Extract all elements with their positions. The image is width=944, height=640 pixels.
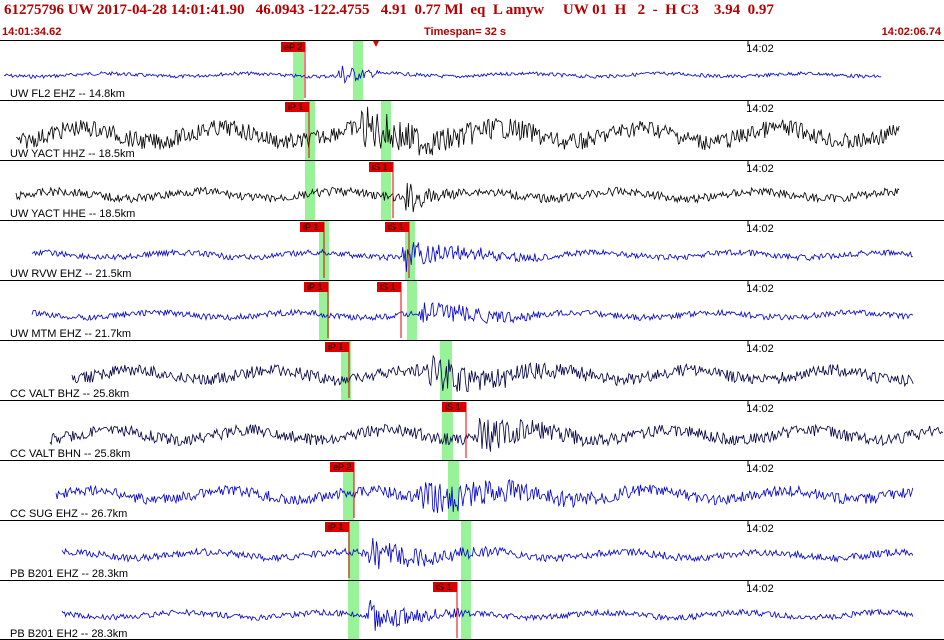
waveform xyxy=(61,599,914,631)
time-tick-label: 14:02 xyxy=(746,343,774,355)
phase-pick[interactable]: iS 1 xyxy=(442,402,467,458)
pick-label: iP 1 xyxy=(303,222,318,232)
phase-pick[interactable]: iS 1 xyxy=(433,582,458,638)
pick-window xyxy=(405,221,415,280)
pick-label: iS 1 xyxy=(436,582,452,592)
time-tick-label: 14:02 xyxy=(746,223,774,235)
pick-window xyxy=(461,521,471,580)
pick-flag xyxy=(330,462,354,472)
phase-pick[interactable]: iP 1 xyxy=(304,282,329,338)
pick-window xyxy=(319,281,329,340)
waveform xyxy=(15,182,900,213)
trace-panel[interactable]: 14:02 iP 1 CC VALT BHZ -- 25.8km xyxy=(0,340,944,401)
phase-pick[interactable]: iS 1 xyxy=(369,162,394,218)
trace-label: UW MTM EHZ -- 21.7km xyxy=(10,328,131,340)
trace-label: UW YACT HHE -- 18.5km xyxy=(10,208,135,220)
phase-pick[interactable]: eP 2 xyxy=(330,462,355,518)
pick-flag xyxy=(304,282,328,292)
pick-flag xyxy=(300,222,324,232)
trace-panel[interactable]: 14:02 eP 2 CC SUG EHZ -- 26.7km xyxy=(0,460,944,521)
pick-flag xyxy=(377,282,401,292)
trace-panel[interactable]: 14:02 eP 2 UW FL2 EHZ -- 14.8km xyxy=(0,40,944,101)
event-header: 61275796 UW 2017-04-28 14:01:41.90 46.09… xyxy=(0,0,944,40)
pick-label: eP 2 xyxy=(333,462,351,472)
pick-window xyxy=(348,581,359,640)
pick-flag xyxy=(325,342,349,352)
trace-panel[interactable]: 14:02 iP 1 iS 1 UW MTM EHZ -- 21.7km xyxy=(0,280,944,341)
phase-pick[interactable]: iP 1 xyxy=(285,102,310,158)
phase-pick[interactable]: iP 1 xyxy=(325,522,350,578)
trace-panel[interactable]: 14:02 iP 1 iS 1 UW RVW EHZ -- 21.5km xyxy=(0,220,944,281)
time-tick-label: 14:02 xyxy=(746,43,774,55)
pick-label: iS 1 xyxy=(372,162,388,172)
trace-panel[interactable]: 14:02 iP 1 UW YACT HHZ -- 18.5km xyxy=(0,100,944,161)
pick-label: iP 1 xyxy=(328,522,343,532)
pick-label: eP 2 xyxy=(284,42,302,52)
waveform xyxy=(71,354,914,393)
pick-marker-icon xyxy=(373,41,379,47)
phase-pick[interactable]: iP 1 xyxy=(300,222,325,278)
phase-pick[interactable]: iS 1 xyxy=(377,282,402,338)
pick-label: iS 1 xyxy=(380,282,396,292)
pick-label: iP 1 xyxy=(307,282,322,292)
event-summary: 61275796 UW 2017-04-28 14:01:41.90 46.09… xyxy=(4,2,774,18)
pick-flag xyxy=(369,162,393,172)
pick-window xyxy=(461,581,471,640)
pick-label: iS 1 xyxy=(445,402,461,412)
trace-panel[interactable]: 14:02 iS 1 UW YACT HHE -- 18.5km xyxy=(0,160,944,221)
pick-flag xyxy=(442,402,466,412)
waveform xyxy=(31,242,913,272)
time-tick-label: 14:02 xyxy=(746,463,774,475)
trace-panel[interactable]: 14:02 iP 1 PB B201 EHZ -- 28.3km xyxy=(0,520,944,581)
trace-label: UW FL2 EHZ -- 14.8km xyxy=(10,88,125,100)
pick-window xyxy=(305,101,315,160)
trace-label: PB B201 EHZ -- 28.3km xyxy=(10,568,128,580)
pick-window xyxy=(305,161,315,220)
pick-window xyxy=(293,41,304,100)
trace-label: UW RVW EHZ -- 21.5km xyxy=(10,268,131,280)
pick-label: iS 1 xyxy=(388,222,404,232)
trace-label: PB B201 EH2 -- 28.3km xyxy=(10,628,127,640)
pick-window xyxy=(381,161,391,220)
waveform xyxy=(61,537,914,570)
pick-flag xyxy=(325,522,349,532)
waveform xyxy=(49,418,944,452)
trace-label: CC VALT BHN -- 25.8km xyxy=(10,448,130,460)
pick-flag xyxy=(385,222,409,232)
time-tick-label: 14:02 xyxy=(746,583,774,595)
time-tick-label: 14:02 xyxy=(746,403,774,415)
pick-window xyxy=(448,461,459,520)
timespan-label: Timespan= 32 s xyxy=(424,26,507,38)
trace-label: UW YACT HHZ -- 18.5km xyxy=(10,148,135,160)
pick-window xyxy=(343,461,354,520)
trace-panel[interactable]: 14:02 iS 1 CC VALT BHN -- 25.8km xyxy=(0,400,944,461)
time-tick-label: 14:02 xyxy=(746,103,774,115)
trace-label: CC VALT BHZ -- 25.8km xyxy=(10,388,129,400)
phase-pick[interactable]: eP 2 xyxy=(281,42,306,98)
pick-window xyxy=(353,41,363,100)
pick-label: iP 1 xyxy=(288,102,303,112)
trace-panel[interactable]: 14:02 iS 1 PB B201 EH2 -- 28.3km xyxy=(0,580,944,640)
pick-flag xyxy=(281,42,305,52)
trace-label: CC SUG EHZ -- 26.7km xyxy=(10,508,127,520)
pick-flag xyxy=(285,102,309,112)
phase-pick[interactable]: iS 1 xyxy=(385,222,410,278)
waveform xyxy=(31,302,914,325)
seismogram-panel[interactable]: 14:02 eP 2 UW FL2 EHZ -- 14.8km 14:02 iP 1 UW… xyxy=(0,40,944,640)
phase-pick[interactable]: iP 1 xyxy=(325,342,350,398)
pick-window xyxy=(407,281,417,340)
time-tick-label: 14:02 xyxy=(746,283,774,295)
time-tick-label: 14:02 xyxy=(746,163,774,175)
pick-window xyxy=(341,341,351,400)
waveform xyxy=(3,65,882,85)
end-time: 14:02:06.74 xyxy=(881,26,941,38)
waveform xyxy=(55,479,914,514)
pick-window xyxy=(442,401,453,460)
pick-label: iP 1 xyxy=(328,342,343,352)
start-time: 14:01:34.62 xyxy=(2,26,62,38)
time-tick-label: 14:02 xyxy=(746,523,774,535)
waveform xyxy=(15,106,900,156)
pick-flag xyxy=(433,582,457,592)
phase-pick[interactable] xyxy=(373,41,379,47)
